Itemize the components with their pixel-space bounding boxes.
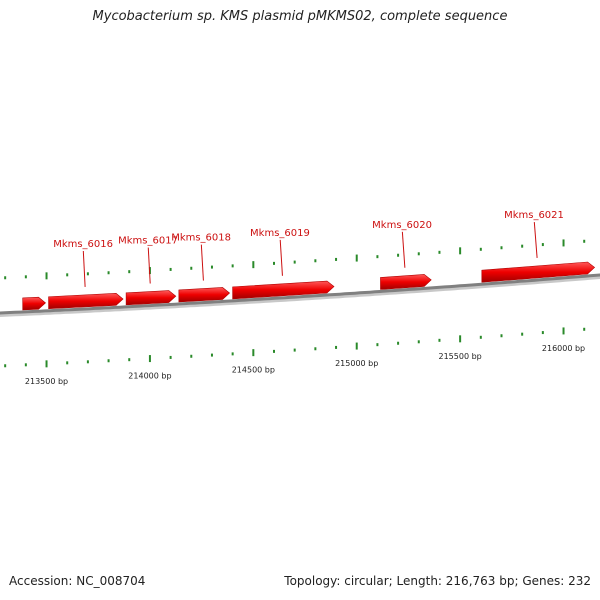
genome-summary-text: Topology: circular; Length: 216,763 bp; … <box>284 574 591 588</box>
gene-label-leader <box>533 222 538 259</box>
accession-text: Accession: NC_008704 <box>9 574 146 588</box>
position-label-layer: 213500 bp 214000 bp 214500 bp 215000 bp 2155… <box>25 344 585 386</box>
position-label: 214500 bp <box>232 366 275 375</box>
gene-label-leader <box>200 244 204 281</box>
gene-arrow[interactable] <box>48 293 124 310</box>
gene-track <box>22 261 596 311</box>
gene-label[interactable]: Mkms_6020 <box>372 220 432 231</box>
gene-arrow[interactable] <box>125 290 177 306</box>
gene-label[interactable]: Mkms_6019 <box>250 228 310 239</box>
inner-tick-ring <box>4 327 586 368</box>
gene-label[interactable]: Mkms_6021 <box>504 210 564 221</box>
gene-arrow[interactable] <box>22 296 46 311</box>
position-label: 214000 bp <box>128 372 171 381</box>
gene-arrow[interactable] <box>380 274 432 290</box>
position-label: 216000 bp <box>542 344 585 353</box>
gene-label[interactable]: Mkms_6017 <box>118 236 178 247</box>
gene-arrow[interactable] <box>481 261 596 283</box>
gene-label-leader <box>82 250 86 287</box>
gene-label[interactable]: Mkms_6018 <box>171 233 231 244</box>
position-label: 213500 bp <box>25 377 68 386</box>
gene-label-leader <box>279 239 283 276</box>
gene-label-leader <box>147 247 151 284</box>
sequence-backbone <box>0 273 600 315</box>
gene-label-leader <box>401 231 406 268</box>
position-label: 215500 bp <box>439 352 482 361</box>
gene-arrow[interactable] <box>178 287 231 303</box>
map-title: Mycobacterium sp. KMS plasmid pMKMS02, c… <box>92 9 508 24</box>
gene-arrow[interactable] <box>232 280 335 300</box>
gene-label[interactable]: Mkms_6016 <box>53 239 113 250</box>
position-label: 215000 bp <box>335 359 378 368</box>
